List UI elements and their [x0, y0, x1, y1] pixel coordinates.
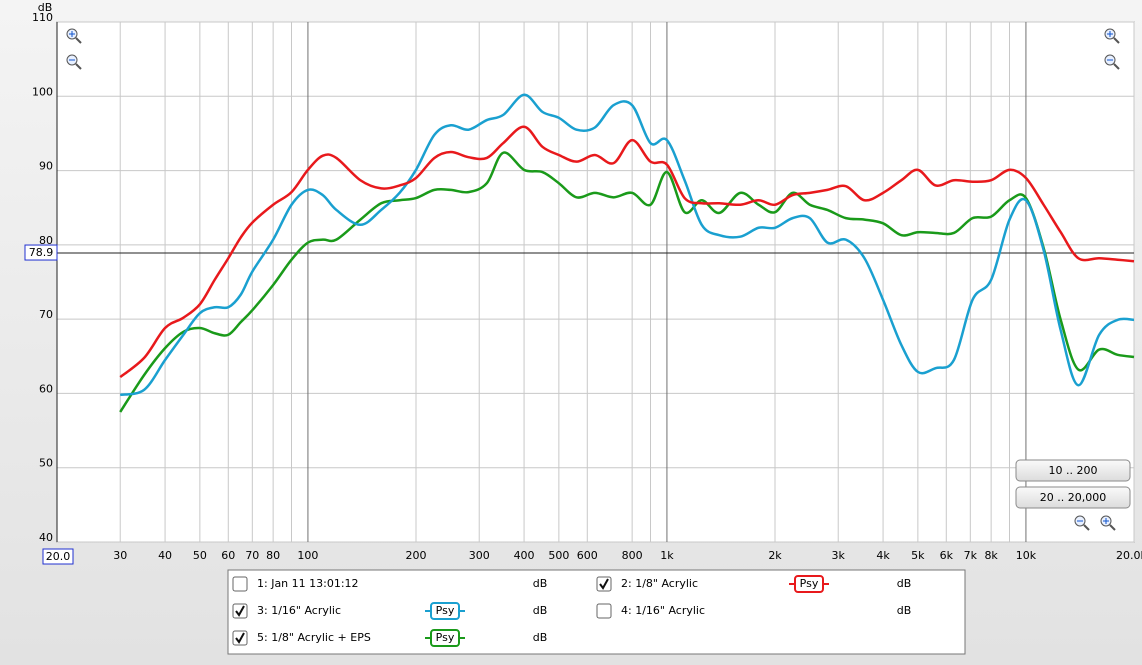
- response-curve: [119, 125, 1135, 379]
- x-tick-label: 40: [158, 549, 172, 562]
- checkbox: [596, 576, 612, 592]
- legend-checkbox[interactable]: [232, 630, 248, 646]
- response-curve: [119, 93, 1135, 397]
- checkbox: [232, 603, 248, 619]
- y-tick-label: 70: [39, 308, 53, 321]
- legend-checkbox[interactable]: [596, 576, 612, 592]
- legend-unit: dB: [897, 577, 912, 590]
- x-tick-label: 20.0kHz: [1116, 549, 1142, 562]
- psy-label: Psy: [436, 604, 455, 617]
- x-tick-label: 80: [266, 549, 280, 562]
- x-tick-label: 200: [406, 549, 427, 562]
- button-label: 10 .. 200: [1049, 464, 1098, 477]
- x-tick-label: 5k: [911, 549, 925, 562]
- y-tick-label: 90: [39, 160, 53, 173]
- legend-unit: dB: [533, 604, 548, 617]
- response-curve: [119, 151, 1135, 413]
- checkmark: [235, 605, 245, 617]
- plot-area: [56, 21, 1135, 543]
- y-tick-label: 60: [39, 382, 53, 395]
- legend-label: 4: 1/16" Acrylic: [621, 604, 705, 617]
- x-tick-label: 500: [548, 549, 569, 562]
- legend-checkbox[interactable]: [232, 603, 248, 619]
- y-tick-label: 100: [32, 85, 53, 98]
- range-button[interactable]: 20 .. 20,000: [1015, 486, 1131, 509]
- legend-checkbox[interactable]: [232, 576, 248, 592]
- zoom-out-y2[interactable]: [1104, 54, 1120, 70]
- x-tick-label: 10k: [1016, 549, 1037, 562]
- legend-label: 2: 1/8" Acrylic: [621, 577, 698, 590]
- psy-box: [430, 602, 460, 620]
- x-tick-label: 70: [245, 549, 259, 562]
- x-tick-label: 4k: [876, 549, 890, 562]
- y-axis-label: dB: [38, 1, 53, 14]
- x-tick-label: 2k: [768, 549, 782, 562]
- psy-tag[interactable]: Psy: [425, 602, 465, 620]
- x-tick-label: 30: [113, 549, 127, 562]
- x-tick-label: 400: [514, 549, 535, 562]
- checkbox: [596, 603, 612, 619]
- legend-label: 1: Jan 11 13:01:12: [257, 577, 359, 590]
- legend-unit: dB: [533, 631, 548, 644]
- x-tick-label: 300: [469, 549, 490, 562]
- psy-label: Psy: [436, 631, 455, 644]
- zoom-out-y[interactable]: [66, 54, 82, 70]
- cursor-box: [24, 244, 58, 261]
- y-tick-label: 110: [32, 11, 53, 24]
- x-tick-label: 1k: [660, 549, 674, 562]
- checkmark: [599, 578, 609, 590]
- psy-box: [430, 629, 460, 647]
- zoom-in-y[interactable]: [66, 28, 82, 44]
- y-tick-label: 40: [39, 531, 53, 544]
- range-button[interactable]: 10 .. 200: [1015, 459, 1131, 482]
- psy-tag[interactable]: Psy: [425, 629, 465, 647]
- x-tick-label: 7k: [964, 549, 978, 562]
- x-tick-label: 600: [577, 549, 598, 562]
- x-tick-label: 800: [622, 549, 643, 562]
- cursor-x-label: 20.0: [46, 550, 71, 563]
- legend-label: 3: 1/16" Acrylic: [257, 604, 341, 617]
- x-tick-label: 100: [297, 549, 318, 562]
- button-label: 20 .. 20,000: [1040, 491, 1106, 504]
- checkmark: [235, 632, 245, 644]
- x-tick-label: 50: [193, 549, 207, 562]
- cursor-y-label: 78.9: [29, 246, 54, 259]
- legend-unit: dB: [897, 604, 912, 617]
- y-tick-label: 50: [39, 457, 53, 470]
- checkbox: [232, 576, 248, 592]
- checkbox: [232, 630, 248, 646]
- cursor-box: [42, 548, 74, 565]
- legend-label: 5: 1/8" Acrylic + EPS: [257, 631, 371, 644]
- zoom-in-y2[interactable]: [1104, 28, 1120, 44]
- legend-unit: dB: [533, 577, 548, 590]
- zoom-in-x[interactable]: [1100, 515, 1116, 531]
- legend-checkbox[interactable]: [596, 603, 612, 619]
- psy-box: [794, 575, 824, 593]
- x-tick-label: 8k: [984, 549, 998, 562]
- psy-tag[interactable]: Psy: [789, 575, 829, 593]
- psy-label: Psy: [800, 577, 819, 590]
- x-tick-label: 60: [221, 549, 235, 562]
- x-tick-label: 3k: [832, 549, 846, 562]
- x-tick-label: 6k: [940, 549, 954, 562]
- zoom-out-x[interactable]: [1074, 515, 1090, 531]
- y-tick-label: 80: [39, 234, 53, 247]
